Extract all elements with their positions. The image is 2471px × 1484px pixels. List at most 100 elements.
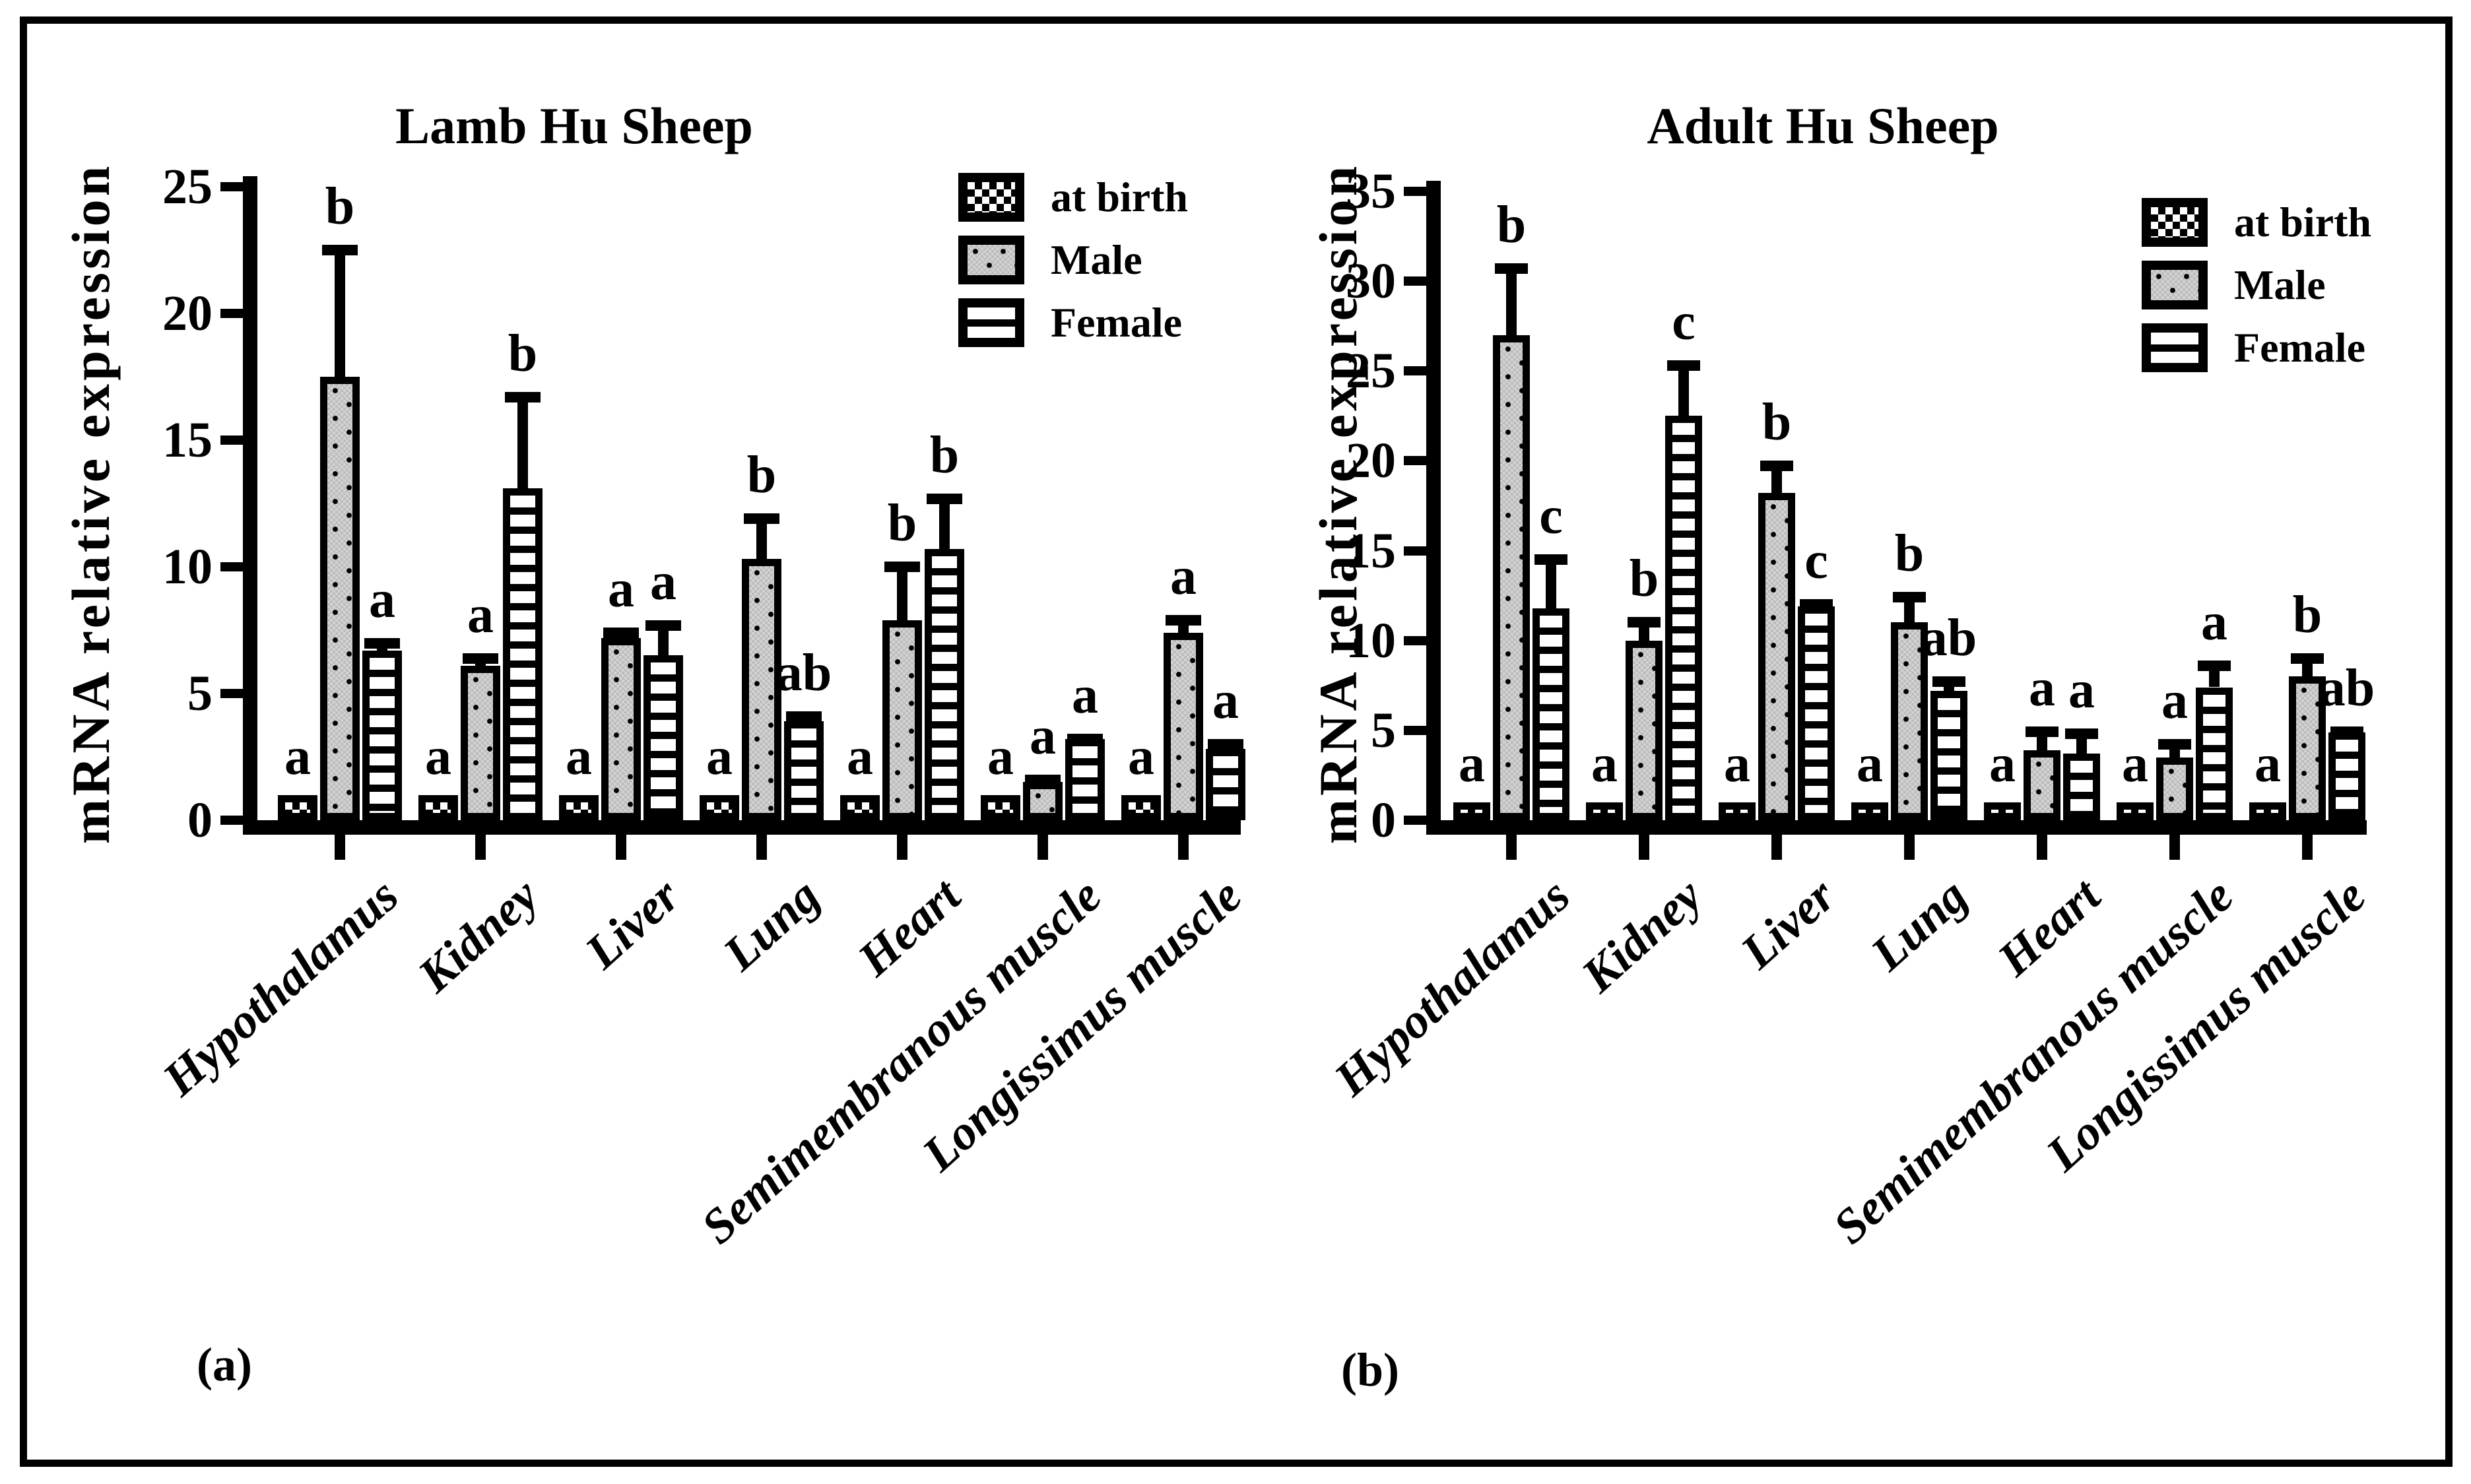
- significance-letter: a: [2255, 734, 2281, 793]
- error-bar-cap: [463, 653, 498, 664]
- error-bar-cap: [1667, 360, 1700, 371]
- significance-letter: a: [284, 727, 311, 786]
- bar-female-semimembranous: [1065, 739, 1105, 820]
- bar-female-semimembranous: [2196, 687, 2233, 820]
- error-bar-cap: [2291, 653, 2324, 664]
- x-tick-mark: [2169, 835, 2180, 860]
- bar-male-lung: [1891, 622, 1928, 820]
- legend-item-male: Male: [2142, 261, 2371, 309]
- y-tick-mark: [1404, 456, 1426, 466]
- y-axis-label-lamb: mRNA relative expression: [61, 162, 121, 845]
- bar-at-birth-heart: [1984, 802, 2021, 820]
- significance-letter: a: [1212, 672, 1239, 730]
- bar-at-birth-heart: [840, 794, 880, 820]
- significance-letter: b: [2292, 585, 2323, 644]
- bar-female-longissimus: [1206, 749, 1245, 820]
- legend-lamb: at birth Male Female: [958, 173, 1188, 347]
- significance-letter: b: [746, 446, 777, 505]
- y-tick-label: 20: [1346, 433, 1396, 489]
- y-tick-mark: [220, 182, 243, 191]
- error-bar-cap: [2158, 739, 2191, 750]
- bar-at-birth-longissimus: [2249, 802, 2286, 820]
- legend-label-at-birth: at birth: [2234, 199, 2371, 245]
- x-tick-mark: [1038, 835, 1048, 860]
- y-tick-label: 15: [162, 412, 213, 468]
- error-bar-cap: [1166, 614, 1201, 626]
- y-tick-label: 35: [1346, 164, 1396, 219]
- legend-label-male: Male: [2234, 261, 2326, 308]
- significance-letter: a: [2201, 593, 2227, 651]
- bar-male-liver: [601, 637, 641, 820]
- bar-at-birth-liver: [1719, 802, 1756, 820]
- y-tick-mark: [220, 816, 243, 825]
- legend-label-male: Male: [1051, 236, 1142, 283]
- error-bar-cap: [2026, 726, 2059, 738]
- bar-female-liver: [643, 655, 683, 820]
- y-tick-label: 0: [1371, 792, 1396, 848]
- y-tick-label: 0: [187, 792, 213, 848]
- legend-item-female: Female: [2142, 323, 2371, 372]
- legend-label-female: Female: [2234, 324, 2365, 371]
- x-tick-mark: [1904, 835, 1915, 860]
- bar-female-kidney: [1665, 416, 1702, 820]
- significance-letter: a: [1072, 666, 1098, 725]
- legend-item-male: Male: [958, 236, 1188, 284]
- error-bar-stem: [1678, 360, 1689, 416]
- significance-letter: a: [1030, 707, 1056, 765]
- x-tick-mark: [1639, 835, 1649, 860]
- bar-female-lung: [784, 721, 824, 820]
- y-tick-label: 30: [1346, 253, 1396, 309]
- significance-letter: b: [1762, 393, 1792, 452]
- significance-letter: ab: [2319, 659, 2375, 718]
- legend-swatch-female-icon: [2142, 323, 2208, 372]
- error-bar-stem: [335, 245, 345, 377]
- y-tick-mark: [1404, 816, 1426, 825]
- significance-letter: b: [325, 177, 355, 236]
- error-bar-cap: [1893, 592, 1926, 603]
- significance-letter: a: [2122, 734, 2148, 793]
- bar-male-hypothalamus: [1493, 335, 1530, 820]
- bar-at-birth-semimembranous: [2117, 802, 2154, 820]
- error-bar-cap: [364, 637, 400, 649]
- bar-male-heart: [882, 620, 922, 820]
- significance-letter: a: [2161, 672, 2188, 730]
- y-tick-label: 5: [1371, 702, 1396, 758]
- significance-letter: a: [1724, 734, 1750, 793]
- x-tick-mark: [335, 835, 345, 860]
- significance-letter: a: [1128, 727, 1154, 786]
- y-tick-label: 10: [162, 539, 213, 595]
- error-bar-cap: [505, 392, 541, 403]
- legend-item-female: Female: [958, 298, 1188, 347]
- significance-letter: c: [1672, 292, 1696, 351]
- significance-letter: a: [608, 560, 634, 619]
- y-tick-label: 15: [1346, 523, 1396, 579]
- significance-letter: a: [369, 570, 395, 629]
- y-tick-mark: [220, 436, 243, 445]
- x-tick-mark: [2037, 835, 2047, 860]
- error-bar-cap: [1495, 263, 1528, 274]
- legend-item-at-birth: at birth: [2142, 198, 2371, 247]
- x-tick-mark: [756, 835, 767, 860]
- legend-swatch-male-icon: [2142, 261, 2208, 309]
- x-tick-mark: [1771, 835, 1782, 860]
- bar-at-birth-hypothalamus: [1453, 802, 1490, 820]
- error-bar-stem: [756, 513, 767, 560]
- x-axis-line: [243, 820, 1241, 835]
- legend-label-at-birth: at birth: [1051, 174, 1188, 220]
- legend-swatch-male-icon: [958, 236, 1024, 284]
- significance-letter: a: [1170, 547, 1197, 606]
- error-bar-cap: [744, 513, 779, 525]
- legend-swatch-female-icon: [958, 298, 1024, 347]
- error-bar-stem: [897, 562, 907, 620]
- bar-male-longissimus: [2289, 676, 2326, 820]
- significance-letter: ab: [775, 643, 832, 702]
- y-axis-line: [243, 176, 257, 835]
- bar-female-hypothalamus: [1532, 608, 1569, 820]
- bar-male-lung: [742, 559, 781, 820]
- legend-swatch-at-birth-icon: [958, 173, 1024, 222]
- y-tick-mark: [1404, 276, 1426, 286]
- panel-label-b: (b): [1341, 1343, 1399, 1396]
- significance-letter: a: [566, 727, 592, 786]
- chart-title-adult: Adult Hu Sheep: [1647, 97, 1999, 154]
